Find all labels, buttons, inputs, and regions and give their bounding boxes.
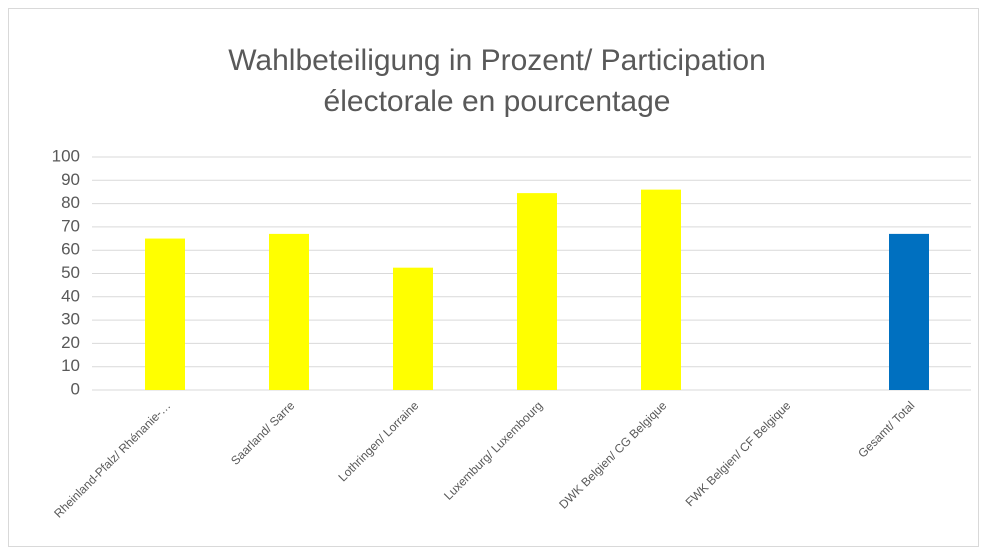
chart-title: électorale en pourcentage (324, 85, 671, 118)
y-tick-label: 70 (61, 216, 80, 235)
y-tick-label: 10 (61, 356, 80, 375)
y-tick-label: 40 (61, 286, 80, 305)
y-tick-label: 60 (61, 240, 80, 259)
bar (889, 233, 929, 390)
bar (641, 189, 681, 390)
bar (517, 193, 557, 390)
bar (145, 238, 185, 390)
bar (269, 233, 309, 390)
chart-title: Wahlbeteiligung in Prozent/ Participatio… (228, 44, 766, 77)
y-tick-label: 90 (61, 170, 80, 189)
y-tick-label: 50 (61, 263, 80, 282)
y-tick-label: 100 (52, 146, 80, 165)
y-tick-label: 30 (61, 310, 80, 329)
y-tick-label: 0 (71, 379, 80, 398)
y-tick-label: 20 (61, 333, 80, 352)
bar (393, 267, 433, 390)
y-tick-label: 80 (61, 193, 80, 212)
